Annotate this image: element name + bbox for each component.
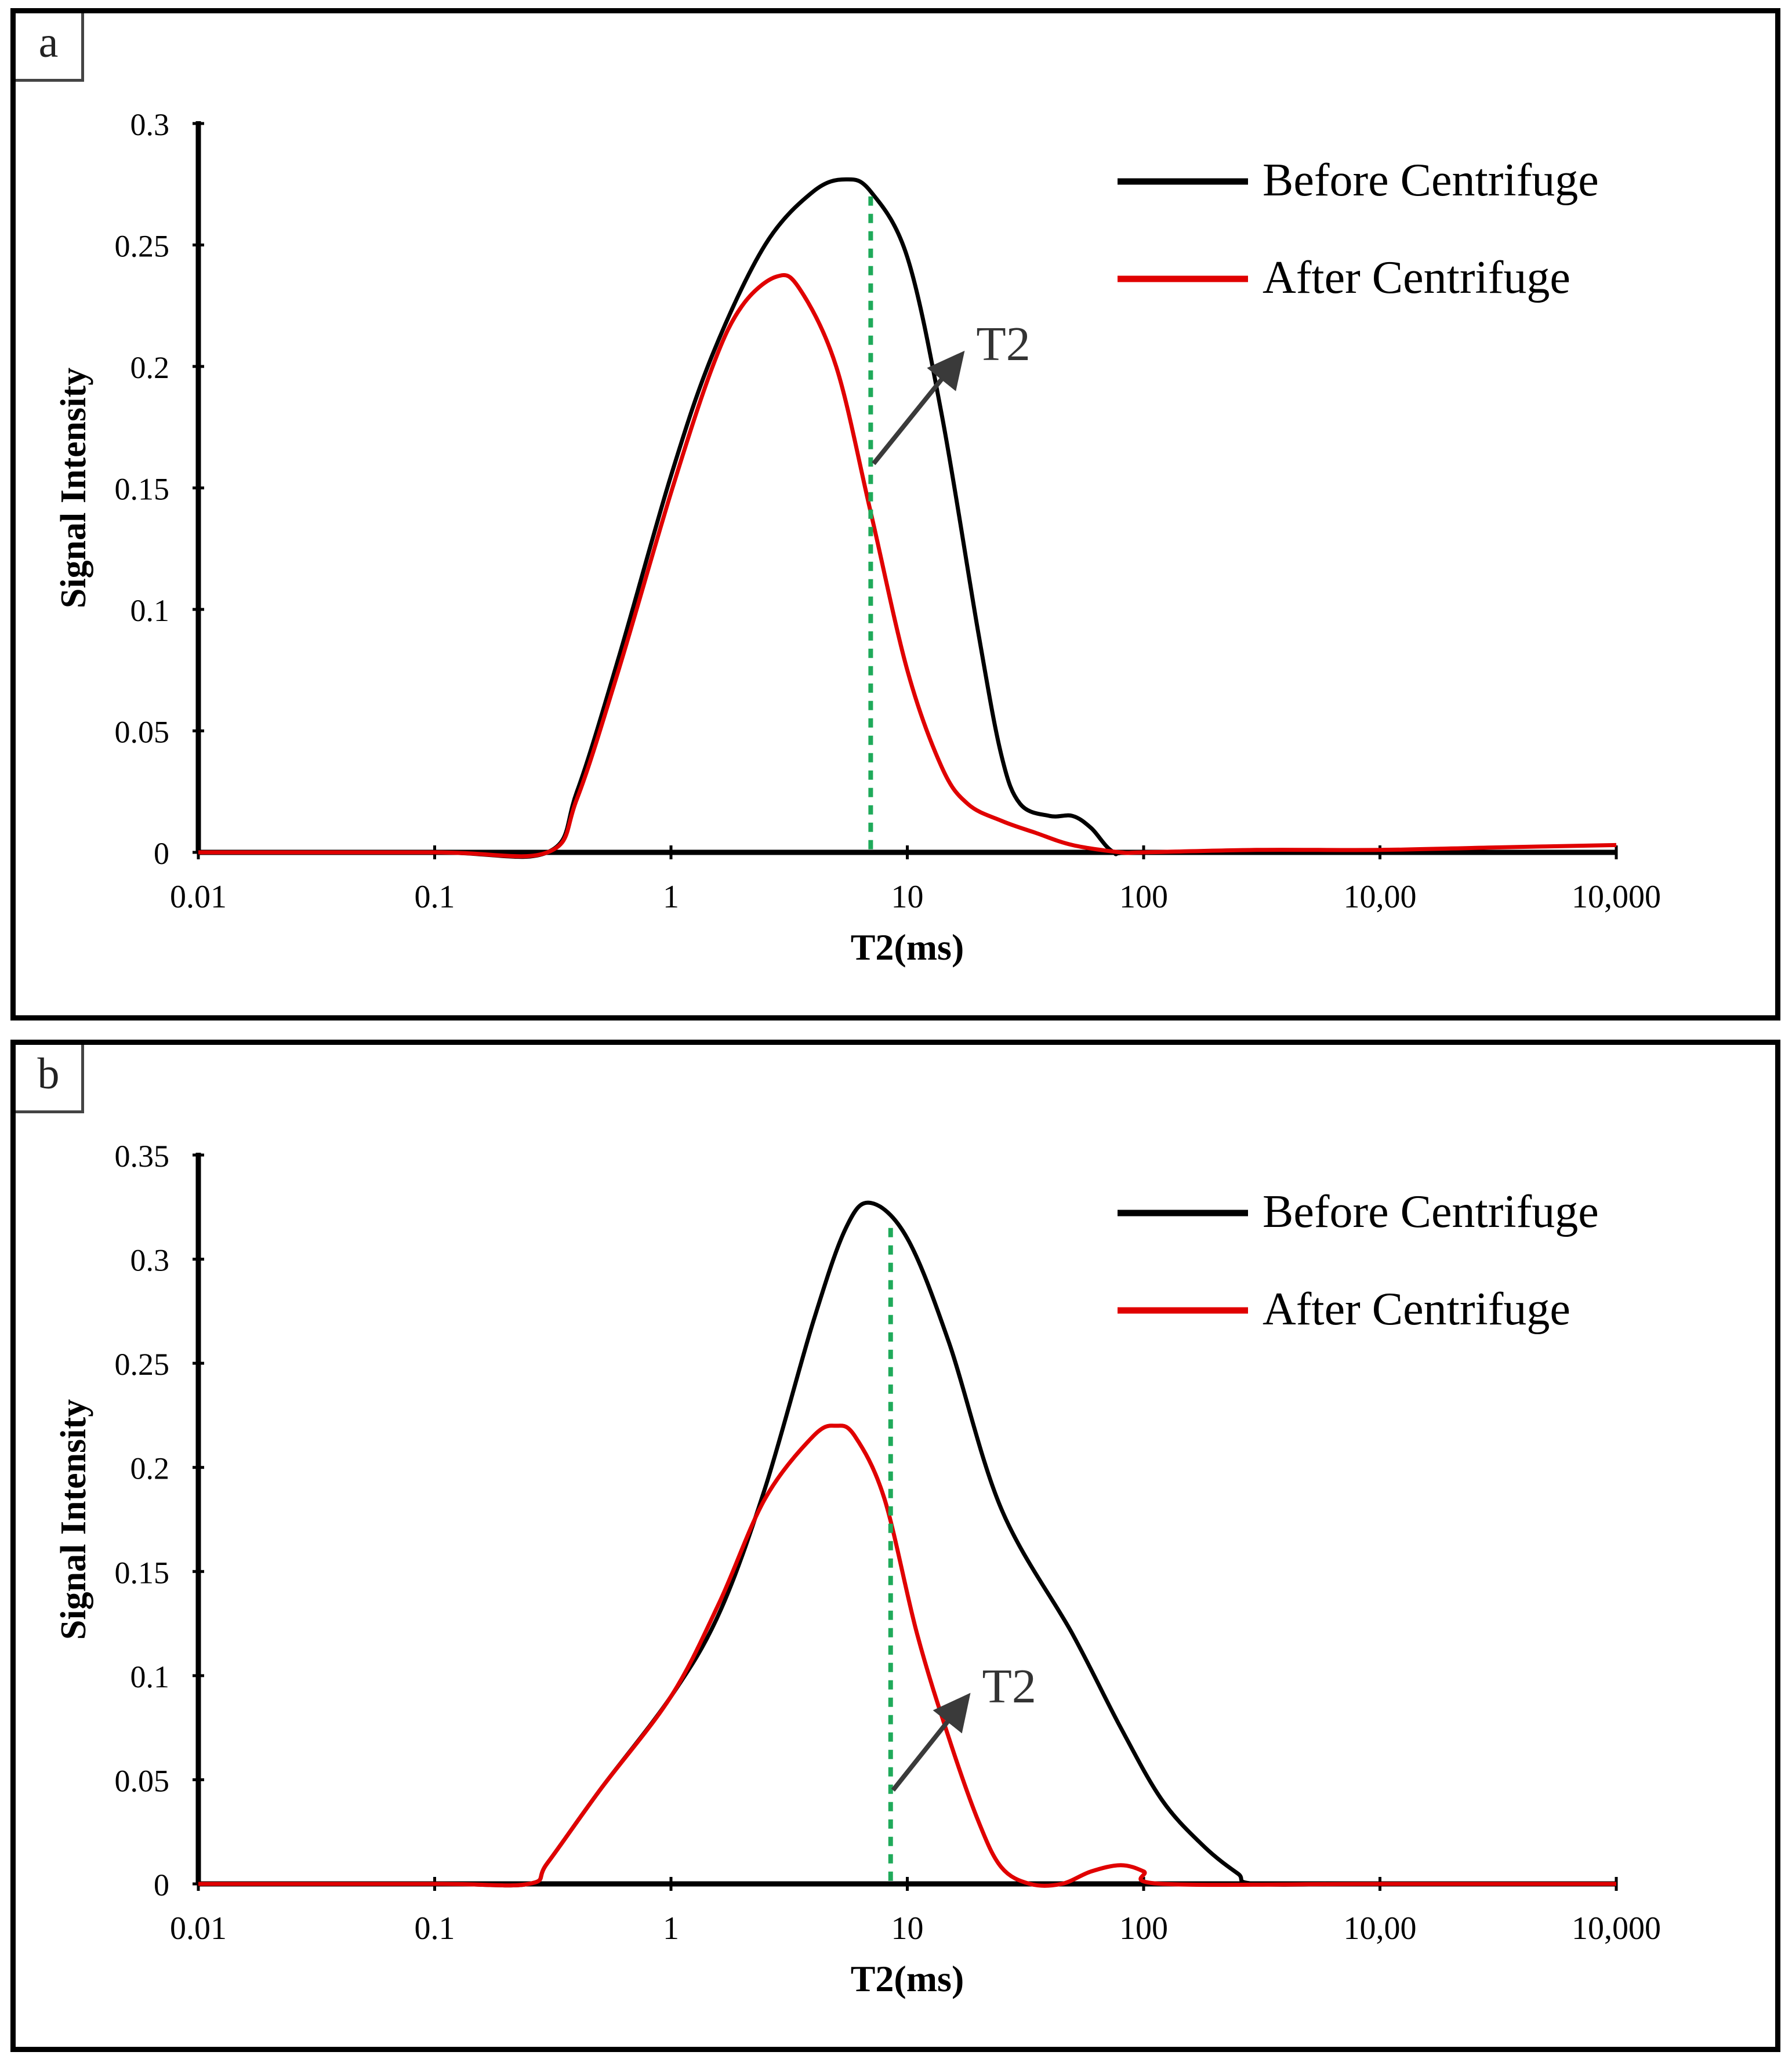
- legend-label-after: After Centrifuge: [1263, 1284, 1570, 1335]
- y-tick-label: 0.1: [130, 1659, 170, 1694]
- panel-label-b: b: [16, 1045, 84, 1113]
- y-tick-label: 0: [154, 836, 169, 871]
- x-tick-label: 0.01: [170, 879, 227, 915]
- y-tick-label: 0.35: [115, 1139, 170, 1174]
- panel-label-a: a: [16, 13, 84, 82]
- x-tick-label: 10,00: [1344, 1911, 1417, 1947]
- t2-arrow: [891, 1693, 971, 1792]
- chart-b: 0 0.05 0.1 0.15 0.2 0.25 0.3 0.35 0.01 0.1 1 10 100 1…: [54, 1139, 1661, 1999]
- x-tick-label: 100: [1119, 879, 1168, 915]
- y-tick-label: 0: [154, 1868, 169, 1902]
- t2-annotation-label: T2: [982, 1659, 1036, 1713]
- y-tick-label: 0.3: [130, 1243, 170, 1278]
- y-tick-label: 0.15: [115, 1555, 170, 1590]
- y-axis-title: Signal Intensity: [54, 368, 93, 608]
- x-tick-label: 100: [1119, 1911, 1168, 1947]
- legend-label-before: Before Centrifuge: [1263, 1186, 1599, 1237]
- t2-annotation-label: T2: [976, 317, 1030, 371]
- x-tick-label: 10: [891, 879, 924, 915]
- x-tick-label: 10,000: [1572, 879, 1661, 915]
- y-tick-label: 0.05: [115, 715, 170, 750]
- panel-b: 0 0.05 0.1 0.15 0.2 0.25 0.3 0.35 0.01 0.1 1 10 100 1…: [10, 1040, 1780, 2052]
- y-tick-label: 0.15: [115, 472, 170, 507]
- x-tick-label: 0.1: [415, 879, 455, 915]
- x-tick-label: 0.01: [170, 1911, 227, 1947]
- x-tick-label: 0.1: [415, 1911, 455, 1947]
- y-tick-label: 0.25: [115, 229, 170, 264]
- y-tick-label: 0.25: [115, 1347, 170, 1382]
- legend-label-before: Before Centrifuge: [1263, 155, 1599, 206]
- legend-label-after: After Centrifuge: [1263, 252, 1570, 303]
- y-tick-label: 0.05: [115, 1763, 170, 1798]
- y-tick-label: 0.2: [130, 350, 170, 385]
- after-centrifuge-line: [198, 1423, 1616, 1888]
- y-tick-label: 0.3: [130, 107, 170, 142]
- x-tick-label: 1: [663, 879, 679, 915]
- y-axis-title: Signal Intensity: [54, 1399, 93, 1640]
- x-tick-label: 10,000: [1572, 1911, 1661, 1947]
- x-tick-label: 1: [663, 1911, 679, 1947]
- y-tick-label: 0.2: [130, 1451, 170, 1486]
- x-tick-label: 10: [891, 1911, 924, 1947]
- t2-arrow: [872, 350, 965, 466]
- after-centrifuge-line: [198, 273, 1617, 859]
- panel-a: 0 0.05 0.1 0.15 0.2 0.25 0.3 0.01 0.1 1 10 100 10,00…: [10, 8, 1780, 1021]
- x-tick-label: 10,00: [1344, 879, 1417, 915]
- x-axis-title: T2(ms): [851, 927, 964, 968]
- chart-a: 0 0.05 0.1 0.15 0.2 0.25 0.3 0.01 0.1 1 10 100 10,00…: [54, 107, 1661, 968]
- x-axis-title: T2(ms): [851, 1958, 964, 1999]
- y-tick-label: 0.1: [130, 593, 170, 628]
